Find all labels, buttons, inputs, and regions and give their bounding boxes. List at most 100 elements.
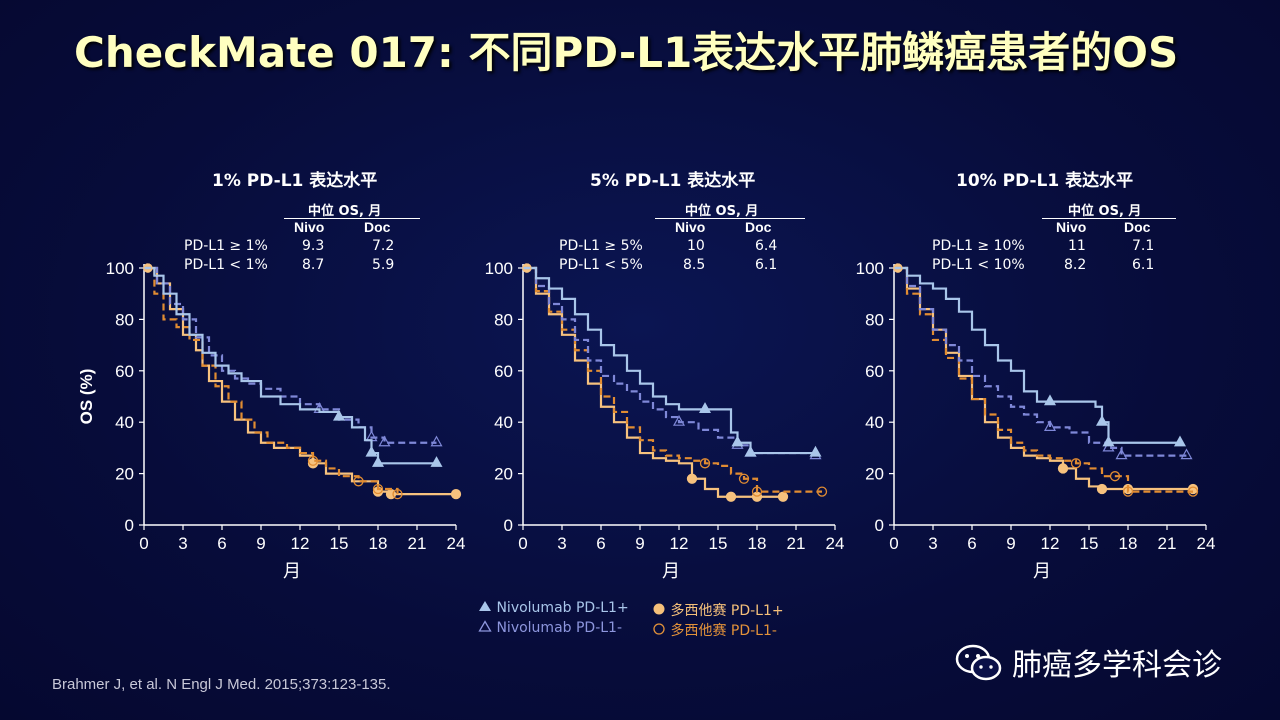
km-plot: 0 20 40 60 80 100 0 3 6 9 12 15 18 21 24 月 OS (%) xyxy=(77,259,465,581)
legend-label: 多西他赛 PD-L1- xyxy=(670,623,777,639)
censor-marker xyxy=(1096,483,1108,495)
censor-marker xyxy=(1109,471,1121,482)
median-os-header: 中位 OS, 月 xyxy=(1068,204,1142,219)
censor-marker xyxy=(1187,486,1199,497)
censor-marker xyxy=(307,455,319,466)
y-tick-label: 0 xyxy=(504,516,513,535)
wechat-watermark: 肺癌多学科会诊 xyxy=(954,640,1222,691)
filled-circle-icon xyxy=(653,603,665,615)
legend-item-doc-pos: 多西他赛 PD-L1+ xyxy=(652,600,784,620)
x-tick-label: 6 xyxy=(596,534,605,553)
x-tick-label: 9 xyxy=(256,534,265,553)
censor-marker xyxy=(143,263,153,273)
censor-marker xyxy=(725,491,737,502)
row-label: PD-L1 ≥ 5% xyxy=(559,238,643,254)
col-doc: Doc xyxy=(745,219,772,235)
row-doc: 7.2 xyxy=(372,238,395,254)
y-tick-label: 0 xyxy=(125,516,134,535)
x-tick-label: 6 xyxy=(217,534,226,553)
y-tick-label: 80 xyxy=(865,310,884,329)
row-label: PD-L1 ≥ 10% xyxy=(932,238,1025,254)
row-doc: 6.4 xyxy=(755,238,778,254)
km-panel-5pct: 5% PD-L1 表达水平 中位 OS, 月 Nivo Doc PD-L1 ≥ … xyxy=(449,160,845,600)
panel-title: 1% PD-L1 表达水平 xyxy=(212,171,378,191)
row-nivo: 8.2 xyxy=(1064,257,1087,273)
y-tick-label: 80 xyxy=(494,310,513,329)
y-tick-label: 40 xyxy=(494,413,513,432)
col-doc: Doc xyxy=(364,219,391,235)
x-tick-label: 15 xyxy=(709,534,728,553)
km-curve xyxy=(894,266,1193,493)
censor-marker xyxy=(450,489,462,500)
censor-marker xyxy=(1180,448,1193,460)
x-tick-label: 6 xyxy=(967,534,976,553)
censor-marker xyxy=(686,473,698,484)
x-axis-label: 月 xyxy=(662,561,680,581)
x-tick-label: 9 xyxy=(635,534,644,553)
y-tick-label: 20 xyxy=(494,465,513,484)
x-tick-label: 12 xyxy=(670,534,689,553)
legend-label: Nivolumab PD-L1- xyxy=(496,620,623,636)
x-axis-label: 月 xyxy=(1033,561,1051,581)
y-tick-label: 100 xyxy=(106,259,134,278)
panel-title: 5% PD-L1 表达水平 xyxy=(590,171,756,191)
row-nivo: 8.7 xyxy=(302,257,325,273)
median-os-header: 中位 OS, 月 xyxy=(685,204,759,219)
x-tick-label: 12 xyxy=(1041,534,1060,553)
y-tick-label: 0 xyxy=(875,516,884,535)
y-tick-label: 60 xyxy=(115,362,134,381)
x-tick-label: 21 xyxy=(408,534,427,553)
x-tick-label: 9 xyxy=(1006,534,1015,553)
watermark-text: 肺癌多学科会诊 xyxy=(1012,648,1222,683)
km-curve xyxy=(523,266,822,493)
censor-marker xyxy=(698,402,712,413)
filled-triangle-icon xyxy=(479,601,491,611)
y-tick-label: 40 xyxy=(115,413,134,432)
km-plot: 0 20 40 60 80 100 0 3 6 9 12 15 18 21 24 月 xyxy=(485,259,845,581)
y-tick-label: 60 xyxy=(494,362,513,381)
citation: Brahmer J, et al. N Engl J Med. 2015;373… xyxy=(52,676,391,693)
x-tick-label: 0 xyxy=(139,534,148,553)
table-rule xyxy=(1042,218,1176,219)
row-label: PD-L1 < 5% xyxy=(559,257,643,273)
row-nivo: 9.3 xyxy=(302,238,325,254)
censor-marker xyxy=(372,483,384,495)
censor-marker xyxy=(1070,458,1082,469)
x-tick-label: 24 xyxy=(826,534,845,553)
km-curve xyxy=(144,266,399,495)
col-nivo: Nivo xyxy=(1056,219,1087,235)
censor-marker xyxy=(1102,435,1115,447)
x-tick-label: 3 xyxy=(178,534,187,553)
wechat-icon xyxy=(954,643,1004,691)
km-curve xyxy=(144,266,456,496)
x-tick-label: 24 xyxy=(1197,534,1216,553)
panel-title: 10% PD-L1 表达水平 xyxy=(956,171,1134,191)
km-curve xyxy=(144,266,437,444)
x-tick-label: 0 xyxy=(889,534,898,553)
row-doc: 7.1 xyxy=(1132,238,1155,254)
open-triangle-icon xyxy=(478,620,492,632)
censor-marker xyxy=(731,435,744,447)
km-curve xyxy=(894,266,1180,444)
y-axis-label: OS (%) xyxy=(77,369,96,425)
km-curve xyxy=(523,266,817,456)
censor-marker xyxy=(371,456,385,467)
censor-marker xyxy=(1173,435,1187,447)
censor-marker xyxy=(777,491,789,502)
row-nivo: 11 xyxy=(1068,238,1086,254)
censor-marker xyxy=(738,473,750,484)
legend-item-nivo-neg: Nivolumab PD-L1- xyxy=(478,620,622,636)
km-curve xyxy=(894,266,1187,457)
col-nivo: Nivo xyxy=(675,219,706,235)
y-tick-label: 40 xyxy=(865,413,884,432)
open-circle-icon xyxy=(653,623,665,635)
censor-marker xyxy=(1102,440,1115,452)
row-nivo: 10 xyxy=(687,238,705,254)
x-tick-label: 21 xyxy=(1158,534,1177,553)
legend-label: 多西他赛 PD-L1+ xyxy=(670,603,784,619)
x-tick-label: 3 xyxy=(557,534,566,553)
censor-marker xyxy=(392,489,403,500)
y-tick-label: 100 xyxy=(485,259,513,278)
x-tick-label: 12 xyxy=(291,534,310,553)
y-tick-label: 100 xyxy=(856,259,884,278)
